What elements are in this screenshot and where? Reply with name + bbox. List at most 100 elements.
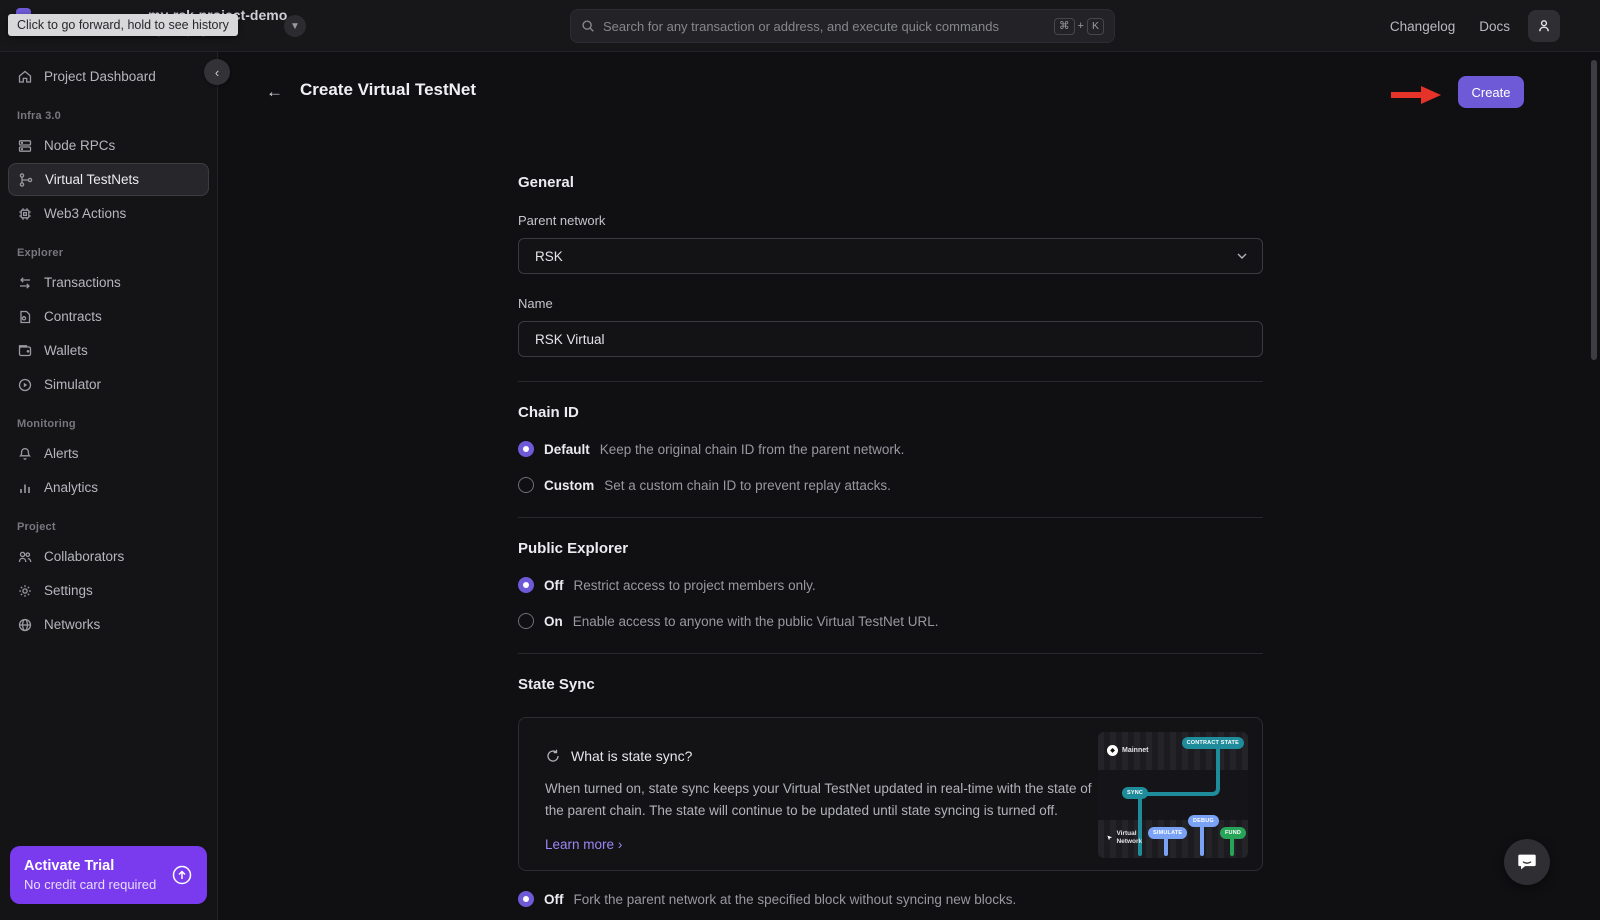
testnet-name-input[interactable] <box>518 321 1263 357</box>
sidebar-item-label: Wallets <box>44 343 88 358</box>
sidebar-item-label: Project Dashboard <box>44 69 156 84</box>
user-icon <box>1539 20 1549 32</box>
learn-more-link[interactable]: Learn more › <box>545 837 622 852</box>
chain-id-option-default[interactable]: Default Keep the original chain ID from … <box>518 441 1263 457</box>
sidebar-item-label: Settings <box>44 583 93 598</box>
page-title: Create Virtual TestNet <box>300 80 477 99</box>
option-desc: Set a custom chain ID to prevent replay … <box>604 477 891 493</box>
contract-state-badge: CONTRACT STATE <box>1181 737 1244 749</box>
state-sync-heading: State Sync <box>518 676 595 693</box>
sidebar-item-alerts[interactable]: Alerts <box>8 437 209 470</box>
state-sync-option-off[interactable]: Off Fork the parent network at the speci… <box>518 891 1263 907</box>
chevron-down-icon <box>1237 253 1247 259</box>
project-chevron-down-icon[interactable]: ▼ <box>284 15 306 37</box>
sidebar-item-label: Transactions <box>44 275 121 290</box>
debug-badge: DEBUG <box>1188 815 1219 827</box>
search-input[interactable] <box>603 18 1055 34</box>
cmd-key: ⌘ <box>1054 17 1075 35</box>
sidebar: ‹ Project Dashboard Infra 3.0 Node RPCs <box>0 52 230 920</box>
topbar-links: Changelog Docs <box>1390 0 1510 52</box>
support-chat-button[interactable] <box>1504 839 1550 885</box>
sync-info-title: What is state sync? <box>571 748 693 764</box>
transfer-icon <box>20 276 30 289</box>
sidebar-item-label: Analytics <box>44 480 99 495</box>
public-explorer-option-off[interactable]: Off Restrict access to project members o… <box>518 577 1263 593</box>
sidebar-section-infra: Infra 3.0 <box>17 110 61 122</box>
radio-unselected-icon[interactable] <box>518 477 534 493</box>
option-desc: Fork the parent network at the specified… <box>573 891 1017 907</box>
sidebar-item-web3-actions[interactable]: Web3 Actions <box>8 197 209 230</box>
public-explorer-option-on[interactable]: On Enable access to anyone with the publ… <box>518 613 1263 629</box>
sync-info-body: When turned on, state sync keeps your Vi… <box>545 781 1092 819</box>
k-key: K <box>1086 17 1104 35</box>
virtual-network-text: Virtual Network <box>1116 830 1143 845</box>
upgrade-arrow-icon <box>172 865 192 885</box>
sidebar-section-explorer: Explorer <box>17 247 64 259</box>
sidebar-collapse-button[interactable]: ‹ <box>204 59 230 85</box>
radio-unselected-icon[interactable] <box>518 613 534 629</box>
radio-selected-icon[interactable] <box>518 891 534 907</box>
sidebar-item-networks[interactable]: Networks <box>8 608 209 641</box>
public-explorer-heading: Public Explorer <box>518 540 629 557</box>
parent-network-label: Parent network <box>518 213 606 228</box>
sidebar-item-label: Node RPCs <box>44 138 116 153</box>
trial-text: Activate Trial No credit card required <box>24 856 156 894</box>
bar-chart-icon <box>20 484 30 493</box>
sync-badge: SYNC <box>1122 787 1149 799</box>
sidebar-item-virtual-testnets[interactable]: Virtual TestNets <box>8 163 209 196</box>
parent-network-select[interactable]: RSK <box>518 238 1263 274</box>
global-search[interactable]: ⌘ + K <box>570 9 1115 43</box>
play-circle-icon <box>18 378 32 391</box>
name-label: Name <box>518 296 553 311</box>
sync-info-title-row: What is state sync? <box>545 748 1262 764</box>
option-label: Off <box>544 577 564 593</box>
divider <box>518 653 1263 654</box>
changelog-link[interactable]: Changelog <box>1389 18 1456 34</box>
page-header: ← Create Virtual TestNet Create <box>218 76 1600 120</box>
users-icon <box>18 551 32 562</box>
sidebar-item-label: Simulator <box>44 377 102 392</box>
sidebar-item-transactions[interactable]: Transactions <box>8 266 209 299</box>
sidebar-item-wallets[interactable]: Wallets <box>8 334 209 367</box>
history-tooltip: Click to go forward, hold to see history <box>8 14 238 36</box>
state-sync-info-card: What is state sync? When turned on, stat… <box>518 717 1263 871</box>
gear-icon <box>19 584 31 597</box>
annotation-arrow-icon <box>1391 86 1441 104</box>
shortcut-plus: + <box>1077 20 1084 32</box>
diagram-mainnet-label: ◆ Mainnet <box>1107 745 1148 756</box>
chain-id-option-custom[interactable]: Custom Set a custom chain ID to prevent … <box>518 477 1263 493</box>
server-icon <box>18 139 32 152</box>
activate-trial-banner[interactable]: Activate Trial No credit card required <box>10 846 207 904</box>
radio-selected-icon[interactable] <box>518 441 534 457</box>
home-icon <box>18 70 32 83</box>
sidebar-item-simulator[interactable]: Simulator <box>8 368 209 401</box>
create-button[interactable]: Create <box>1458 76 1524 108</box>
globe-icon <box>18 618 32 631</box>
vertical-scrollbar[interactable] <box>1591 60 1597 360</box>
simulate-badge: SIMULATE <box>1148 827 1188 839</box>
back-arrow-button[interactable]: ← <box>266 82 283 101</box>
user-avatar-button[interactable] <box>1528 10 1560 42</box>
docs-link[interactable]: Docs <box>1479 18 1510 34</box>
parent-network-value: RSK <box>535 248 563 264</box>
sidebar-item-collaborators[interactable]: Collaborators <box>8 540 209 573</box>
sidebar-item-analytics[interactable]: Analytics <box>8 471 209 504</box>
chevron-right-icon: › <box>617 836 623 852</box>
option-desc: Restrict access to project members only. <box>573 577 816 593</box>
sidebar-item-contracts[interactable]: Contracts <box>8 300 209 333</box>
sidebar-item-node-rpcs[interactable]: Node RPCs <box>8 129 209 162</box>
option-desc: Enable access to anyone with the public … <box>572 613 939 629</box>
chip-icon <box>19 207 31 220</box>
sidebar-item-label: Collaborators <box>44 549 125 564</box>
cursor-icon <box>1107 835 1113 841</box>
sidebar-item-project-dashboard[interactable]: Project Dashboard <box>8 60 209 93</box>
sidebar-item-settings[interactable]: Settings <box>8 574 209 607</box>
fund-badge: FUND <box>1220 827 1247 839</box>
chat-bubble-icon <box>1518 854 1536 870</box>
radio-selected-icon[interactable] <box>518 577 534 593</box>
divider <box>518 517 1263 518</box>
option-label: Off <box>544 891 564 907</box>
sidebar-item-label: Networks <box>44 617 101 632</box>
general-heading: General <box>518 174 574 191</box>
